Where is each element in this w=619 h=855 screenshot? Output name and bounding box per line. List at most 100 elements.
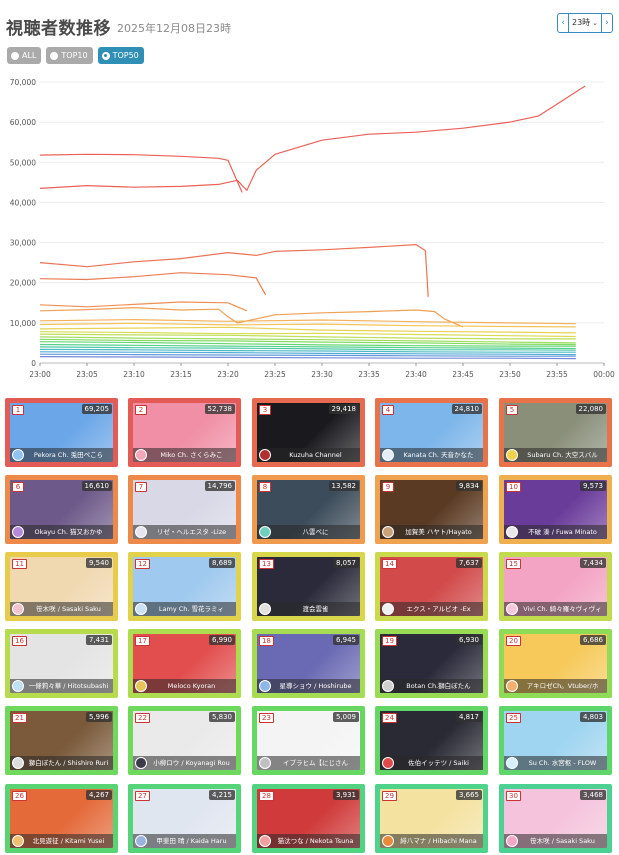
channel-name[interactable]: エクス・アルビオ -Ex	[406, 605, 471, 613]
stream-thumbnail[interactable]: 20 6,686 アキロゼCh。Vtuber/ホ	[504, 634, 607, 693]
stream-thumbnail[interactable]: 1 69,205 Pekora Ch. 兎田ぺこら	[10, 403, 113, 462]
stream-thumbnail[interactable]: 16 7,431 一條莉々華 / Hitotsubashi	[10, 634, 113, 693]
channel-name[interactable]: 小柳ロウ / Koyanagi Rou	[153, 759, 230, 767]
channel-avatar[interactable]	[382, 757, 394, 769]
channel-name[interactable]: イブラヒム【にじさん	[283, 759, 348, 767]
channel-name[interactable]: 渡会雲雀	[302, 605, 329, 613]
stream-thumbnail[interactable]: 21 5,996 獅白ぼたん / Shishiro Ruri	[10, 711, 113, 770]
stream-thumbnail[interactable]: 24 4,817 佐伯イッテツ / Saiki	[380, 711, 483, 770]
stream-card[interactable]: 6 16,610 Okayu Ch. 猫又おかゆ	[5, 475, 118, 544]
channel-name[interactable]: 北見遊征 / Kitami Yusei	[32, 837, 105, 845]
channel-name[interactable]: Okayu Ch. 猫又おかゆ	[34, 528, 103, 536]
stream-card[interactable]: 28 3,931 猫汰つな / Nekota Tsuna	[252, 784, 365, 853]
stream-thumbnail[interactable]: 4 24,810 Kanata Ch. 天音かなた	[380, 403, 483, 462]
stream-thumbnail[interactable]: 11 9,540 笹木咲 / Sasaki Saku	[10, 557, 113, 616]
channel-name[interactable]: 佐伯イッテツ / Saiki	[408, 759, 469, 767]
channel-avatar[interactable]	[382, 603, 394, 615]
filter-top50-button[interactable]: TOP50	[97, 47, 144, 64]
stream-thumbnail[interactable]: 7 14,796 リゼ・ヘルエスタ -Lize	[133, 480, 236, 539]
stream-card[interactable]: 10 9,573 不破 湊 / Fuwa Minato	[499, 475, 612, 544]
channel-avatar[interactable]	[135, 526, 147, 538]
channel-avatar[interactable]	[382, 449, 394, 461]
channel-avatar[interactable]	[259, 526, 271, 538]
channel-name[interactable]: 緋八マナ / Hibachi Mana	[400, 837, 477, 845]
channel-avatar[interactable]	[12, 526, 24, 538]
channel-name[interactable]: リゼ・ヘルエスタ -Lize	[156, 528, 227, 536]
channel-name[interactable]: Su Ch. 水宮枢 - FLOW	[528, 759, 597, 767]
stream-thumbnail[interactable]: 30 3,468 笹木咲 / Sasaki Saku	[504, 789, 607, 848]
stream-thumbnail[interactable]: 25 4,803 Su Ch. 水宮枢 - FLOW	[504, 711, 607, 770]
stream-card[interactable]: 17 6,990 Meloco Kyoran	[128, 629, 241, 698]
filter-top10-button[interactable]: TOP10	[46, 47, 93, 64]
channel-avatar[interactable]	[506, 603, 518, 615]
channel-avatar[interactable]	[506, 526, 518, 538]
channel-avatar[interactable]	[12, 757, 24, 769]
next-hour-button[interactable]: ›	[601, 13, 613, 33]
channel-name[interactable]: Botan Ch.獅白ぼたん	[406, 682, 471, 690]
channel-name[interactable]: 八雲べに	[302, 528, 329, 536]
stream-thumbnail[interactable]: 13 8,057 渡会雲雀	[257, 557, 360, 616]
channel-name[interactable]: 一條莉々華 / Hitotsubashi	[28, 682, 109, 690]
channel-name[interactable]: 笹木咲 / Sasaki Saku	[36, 605, 101, 613]
stream-thumbnail[interactable]: 14 7,637 エクス・アルビオ -Ex	[380, 557, 483, 616]
stream-thumbnail[interactable]: 19 6,930 Botan Ch.獅白ぼたん	[380, 634, 483, 693]
stream-card[interactable]: 15 7,434 Vivi Ch. 綺々羅々ヴィヴィ	[499, 552, 612, 621]
channel-name[interactable]: 不破 湊 / Fuwa Minato	[528, 528, 597, 536]
channel-avatar[interactable]	[382, 680, 394, 692]
stream-thumbnail[interactable]: 17 6,990 Meloco Kyoran	[133, 634, 236, 693]
channel-avatar[interactable]	[135, 757, 147, 769]
channel-avatar[interactable]	[259, 449, 271, 461]
channel-name[interactable]: 獅白ぼたん / Shishiro Ruri	[28, 759, 109, 767]
channel-name[interactable]: 猫汰つな / Nekota Tsuna	[277, 837, 354, 845]
channel-name[interactable]: Lamy Ch. 雪花ラミィ	[158, 605, 225, 613]
hour-select[interactable]: 23時 ⌄	[569, 13, 601, 33]
channel-name[interactable]: アキロゼCh。Vtuber/ホ	[526, 682, 599, 690]
channel-avatar[interactable]	[259, 757, 271, 769]
stream-card[interactable]: 22 5,830 小柳ロウ / Koyanagi Rou	[128, 706, 241, 775]
stream-card[interactable]: 3 29,418 Kuzuha Channel	[252, 398, 365, 467]
stream-card[interactable]: 13 8,057 渡会雲雀	[252, 552, 365, 621]
stream-card[interactable]: 16 7,431 一條莉々華 / Hitotsubashi	[5, 629, 118, 698]
channel-avatar[interactable]	[12, 449, 24, 461]
channel-name[interactable]: 甲斐田 晴 / Kaida Haru	[156, 837, 227, 845]
stream-card[interactable]: 18 6,945 星導ショウ / Hoshirube	[252, 629, 365, 698]
channel-avatar[interactable]	[12, 680, 24, 692]
stream-card[interactable]: 21 5,996 獅白ぼたん / Shishiro Ruri	[5, 706, 118, 775]
channel-avatar[interactable]	[135, 835, 147, 847]
stream-card[interactable]: 11 9,540 笹木咲 / Sasaki Saku	[5, 552, 118, 621]
stream-card[interactable]: 29 3,665 緋八マナ / Hibachi Mana	[375, 784, 488, 853]
stream-thumbnail[interactable]: 18 6,945 星導ショウ / Hoshirube	[257, 634, 360, 693]
stream-card[interactable]: 14 7,637 エクス・アルビオ -Ex	[375, 552, 488, 621]
stream-card[interactable]: 26 4,267 北見遊征 / Kitami Yusei	[5, 784, 118, 853]
stream-thumbnail[interactable]: 29 3,665 緋八マナ / Hibachi Mana	[380, 789, 483, 848]
stream-card[interactable]: 23 5,009 イブラヒム【にじさん	[252, 706, 365, 775]
stream-card[interactable]: 20 6,686 アキロゼCh。Vtuber/ホ	[499, 629, 612, 698]
stream-card[interactable]: 25 4,803 Su Ch. 水宮枢 - FLOW	[499, 706, 612, 775]
channel-avatar[interactable]	[382, 835, 394, 847]
channel-name[interactable]: 笹木咲 / Sasaki Saku	[530, 837, 595, 845]
stream-thumbnail[interactable]: 27 4,215 甲斐田 晴 / Kaida Haru	[133, 789, 236, 848]
stream-card[interactable]: 1 69,205 Pekora Ch. 兎田ぺこら	[5, 398, 118, 467]
channel-avatar[interactable]	[12, 603, 24, 615]
channel-name[interactable]: Subaru Ch. 大空スバル	[527, 451, 598, 459]
channel-avatar[interactable]	[135, 680, 147, 692]
stream-card[interactable]: 4 24,810 Kanata Ch. 天音かなた	[375, 398, 488, 467]
channel-avatar[interactable]	[12, 835, 24, 847]
stream-thumbnail[interactable]: 10 9,573 不破 湊 / Fuwa Minato	[504, 480, 607, 539]
stream-thumbnail[interactable]: 6 16,610 Okayu Ch. 猫又おかゆ	[10, 480, 113, 539]
stream-thumbnail[interactable]: 26 4,267 北見遊征 / Kitami Yusei	[10, 789, 113, 848]
channel-avatar[interactable]	[259, 680, 271, 692]
stream-thumbnail[interactable]: 15 7,434 Vivi Ch. 綺々羅々ヴィヴィ	[504, 557, 607, 616]
stream-thumbnail[interactable]: 2 52,738 Miko Ch. さくらみこ	[133, 403, 236, 462]
stream-card[interactable]: 5 22,080 Subaru Ch. 大空スバル	[499, 398, 612, 467]
channel-name[interactable]: Kuzuha Channel	[289, 451, 342, 459]
channel-name[interactable]: Meloco Kyoran	[167, 682, 216, 690]
stream-card[interactable]: 7 14,796 リゼ・ヘルエスタ -Lize	[128, 475, 241, 544]
stream-thumbnail[interactable]: 8 13,582 八雲べに	[257, 480, 360, 539]
channel-avatar[interactable]	[135, 603, 147, 615]
channel-avatar[interactable]	[506, 757, 518, 769]
filter-all-button[interactable]: ALL	[7, 47, 42, 64]
channel-avatar[interactable]	[506, 449, 518, 461]
channel-avatar[interactable]	[135, 449, 147, 461]
stream-card[interactable]: 2 52,738 Miko Ch. さくらみこ	[128, 398, 241, 467]
